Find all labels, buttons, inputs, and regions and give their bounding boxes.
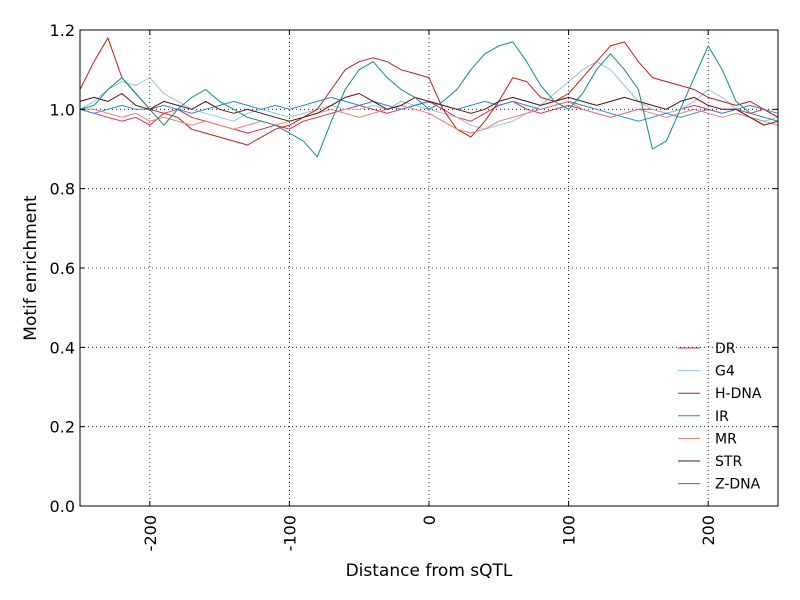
legend-label: MR — [715, 431, 737, 447]
legend-label: H-DNA — [715, 386, 762, 402]
y-tick-label: 0.2 — [50, 418, 75, 437]
legend-label: IR — [715, 409, 729, 425]
series-line-g4 — [79, 61, 779, 130]
series-lines — [79, 37, 779, 158]
x-axis-ticks: -200 -100 0 100 200 — [141, 30, 718, 551]
x-tick-label: -100 — [280, 515, 299, 551]
legend-label: G4 — [715, 364, 735, 380]
legend-label: Z-DNA — [715, 477, 761, 493]
y-axis-label: Motif enrichment — [21, 195, 41, 341]
x-axis-label: Distance from sQTL — [346, 561, 513, 581]
y-tick-label: 1.0 — [50, 100, 75, 119]
series-line-str — [79, 93, 779, 126]
y-tick-label: 0.0 — [50, 497, 75, 516]
y-tick-label: 1.2 — [50, 21, 75, 40]
y-tick-label: 0.8 — [50, 180, 75, 199]
legend: DR G4 H-DNA IR MR STR Z-DNA — [678, 341, 762, 493]
legend-label: DR — [715, 341, 736, 357]
x-tick-label: 0 — [420, 515, 439, 525]
y-tick-label: 0.6 — [50, 259, 75, 278]
series-line-z-dna — [79, 41, 779, 158]
y-tick-label: 0.4 — [50, 338, 75, 357]
x-tick-label: -200 — [141, 515, 160, 551]
x-tick-label: 100 — [560, 515, 579, 546]
series-line-h-dna — [79, 37, 779, 146]
legend-label: STR — [715, 454, 742, 470]
series-line-mr — [80, 100, 779, 134]
x-tick-label: 200 — [699, 515, 718, 546]
y-axis-ticks: 0.0 0.2 0.4 0.6 0.8 1.0 1.2 — [50, 21, 778, 516]
